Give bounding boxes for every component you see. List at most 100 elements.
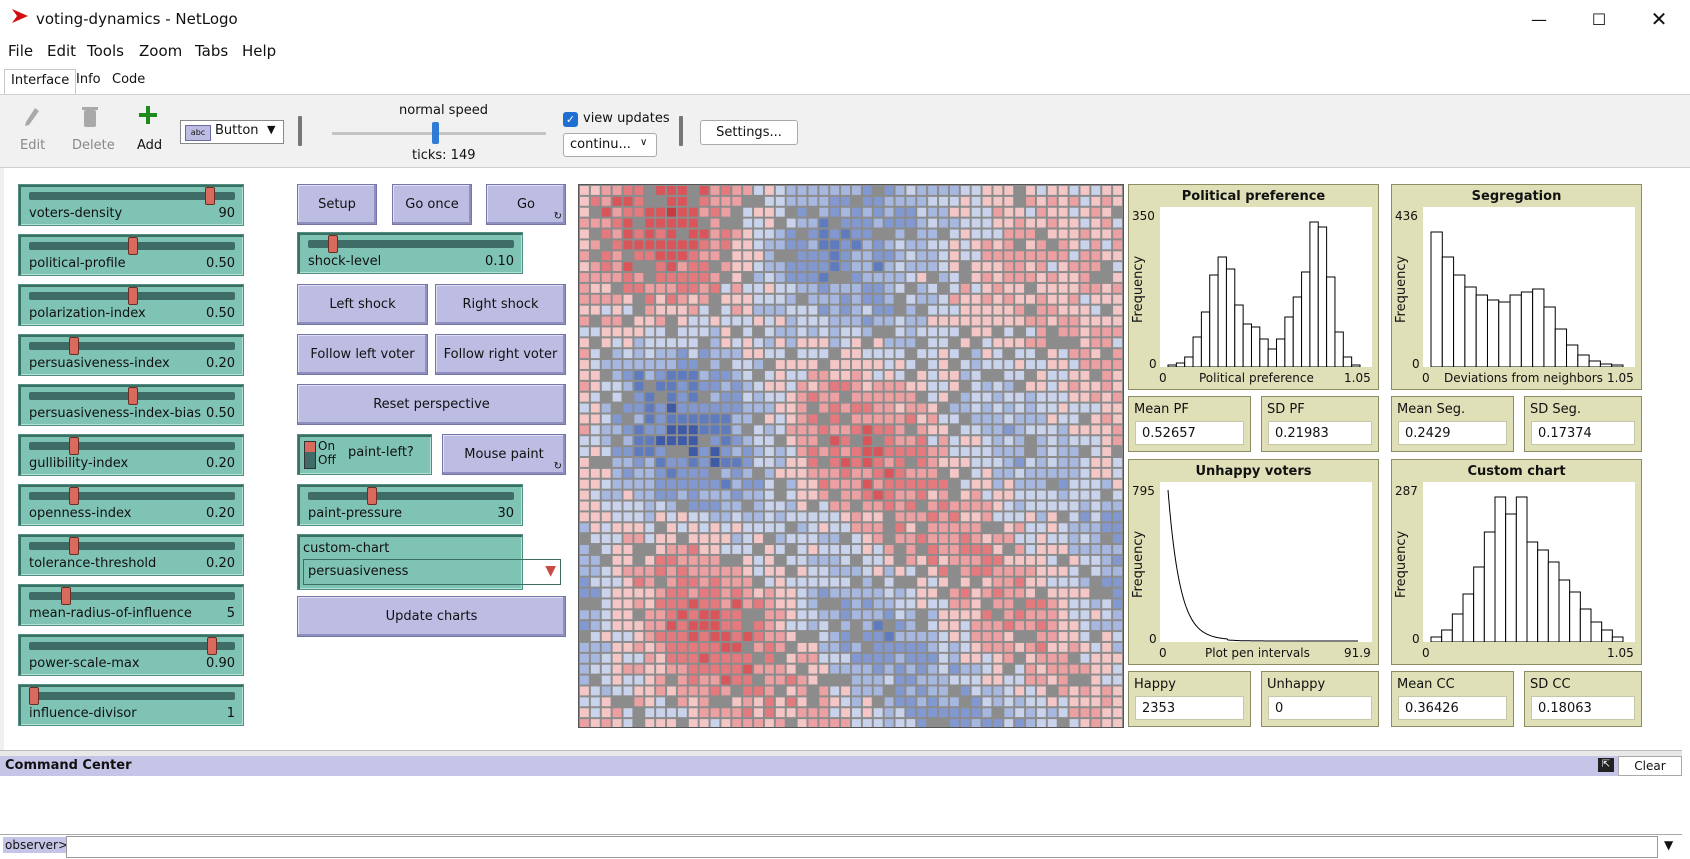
close-button[interactable]: ✕ (1650, 7, 1668, 31)
menu-edit[interactable]: Edit (47, 42, 77, 60)
world-patch (928, 599, 938, 609)
observer-prompt[interactable]: observer> (3, 837, 70, 853)
view-updates-checkbox[interactable]: ✓ (563, 112, 578, 127)
splitter[interactable] (0, 750, 1682, 757)
world-patch (710, 458, 720, 467)
slider-thumb[interactable] (68, 437, 79, 455)
update-mode-select[interactable]: continu... ∨ (563, 133, 657, 157)
world-view[interactable] (578, 184, 1124, 728)
slider-thumb[interactable] (60, 587, 71, 605)
slider-track[interactable] (29, 492, 235, 500)
custom-chart-chooser[interactable]: custom-chart persuasiveness ▼ (297, 534, 561, 590)
delete-button[interactable]: Delete (72, 138, 115, 153)
mean-radius-of-influence-slider[interactable]: mean-radius-of-influence 5 (18, 584, 244, 626)
right-shock-button[interactable]: Right shock (435, 284, 566, 325)
menu-tools[interactable]: Tools (87, 42, 124, 60)
persuasiveness-index-slider[interactable]: persuasiveness-index 0.20 (18, 334, 244, 376)
shock-level-slider[interactable]: shock-level 0.10 (297, 232, 523, 274)
paint-left-switch[interactable]: On Off paint-left? (297, 434, 432, 475)
menu-file[interactable]: File (8, 42, 34, 60)
slider-track[interactable] (29, 442, 235, 450)
expand-icon[interactable]: ⇱ (1598, 758, 1614, 772)
world-patch (797, 555, 807, 565)
tab-interface[interactable]: Interface (4, 69, 77, 94)
paint-pressure-slider[interactable]: paint-pressure 30 (297, 484, 523, 526)
world-patch (960, 697, 970, 707)
world-patch (775, 599, 785, 609)
minimize-button[interactable]: — (1531, 9, 1547, 29)
chevron-down-icon[interactable]: ▼ (1664, 838, 1674, 852)
speed-slider[interactable] (332, 132, 546, 135)
switch-knob[interactable] (305, 442, 315, 452)
tab-info[interactable]: Info (76, 72, 101, 87)
left-shock-button[interactable]: Left shock (297, 284, 428, 325)
gullibility-index-slider[interactable]: gullibility-index 0.20 (18, 434, 244, 476)
world-patch (928, 577, 938, 587)
chooser-select[interactable]: persuasiveness ▼ (303, 559, 561, 585)
world-patch (830, 490, 840, 500)
world-patch (601, 501, 611, 511)
slider-track[interactable] (29, 192, 235, 200)
slider-track[interactable] (308, 492, 514, 500)
world-patch (710, 588, 720, 598)
follow-left-voter-button[interactable]: Follow left voter (297, 334, 428, 375)
slider-track[interactable] (29, 692, 235, 700)
widget-type-select[interactable]: abc Button ▼ (180, 120, 284, 144)
world-patch (743, 675, 753, 685)
settings-button[interactable]: Settings... (700, 120, 798, 145)
world-patch (1058, 599, 1068, 609)
edit-button[interactable]: Edit (20, 138, 46, 153)
slider-thumb[interactable] (29, 687, 39, 705)
slider-track[interactable] (29, 642, 235, 650)
world-patch (949, 403, 959, 413)
slider-track[interactable] (29, 592, 235, 600)
go-button[interactable]: Go ↻ (486, 184, 566, 225)
slider-thumb[interactable] (68, 487, 79, 505)
polarization-index-slider[interactable]: polarization-index 0.50 (18, 284, 244, 326)
world-patch (906, 588, 916, 598)
menu-zoom[interactable]: Zoom (139, 42, 183, 60)
follow-right-voter-button[interactable]: Follow right voter (435, 334, 566, 375)
go-once-button[interactable]: Go once (392, 184, 472, 225)
setup-button[interactable]: Setup (297, 184, 377, 225)
world-patch (786, 349, 796, 359)
command-input[interactable] (66, 836, 1658, 858)
slider-thumb[interactable] (367, 487, 378, 505)
switch-track[interactable] (304, 441, 316, 469)
clear-button[interactable]: Clear (1618, 756, 1682, 776)
add-button[interactable]: Add (137, 138, 163, 153)
world-grid[interactable] (579, 185, 1123, 728)
slider-thumb[interactable] (68, 537, 79, 555)
slider-thumb[interactable] (128, 287, 138, 305)
menu-tabs[interactable]: Tabs (195, 42, 229, 60)
openness-index-slider[interactable]: openness-index 0.20 (18, 484, 244, 526)
slider-thumb[interactable] (327, 235, 338, 253)
slider-thumb[interactable] (207, 637, 218, 655)
segregation-plot: Segregation 436 0 Frequency 0 Deviations… (1391, 184, 1642, 390)
slider-thumb[interactable] (68, 337, 79, 355)
slider-track[interactable] (29, 542, 235, 550)
tab-code[interactable]: Code (112, 72, 146, 87)
slider-thumb[interactable] (128, 387, 138, 405)
tolerance-threshold-slider[interactable]: tolerance-threshold 0.20 (18, 534, 244, 576)
menu-help[interactable]: Help (242, 42, 277, 60)
power-scale-max-slider[interactable]: power-scale-max 0.90 (18, 634, 244, 676)
influence-divisor-slider[interactable]: influence-divisor 1 (18, 684, 244, 726)
world-patch (1058, 370, 1068, 380)
reset-perspective-button[interactable]: Reset perspective (297, 384, 566, 425)
political-profile-slider[interactable]: political-profile 0.50 (18, 234, 244, 276)
voters-density-slider[interactable]: voters-density 90 (18, 184, 244, 226)
world-patch (797, 523, 807, 533)
persuasiveness-index-bias-slider[interactable]: persuasiveness-index-bias 0.50 (18, 384, 244, 426)
maximize-button[interactable]: ☐ (1591, 9, 1607, 29)
slider-thumb[interactable] (128, 237, 138, 255)
slider-track[interactable] (29, 342, 235, 350)
update-charts-button[interactable]: Update charts (297, 596, 566, 637)
world-patch (754, 229, 763, 239)
world-patch (699, 316, 709, 326)
slider-track[interactable] (308, 240, 514, 248)
custom-chart-plot: Custom chart 287 0 Frequency 0 1.05 (1391, 459, 1642, 665)
speed-slider-thumb[interactable] (432, 122, 439, 144)
mouse-paint-button[interactable]: Mouse paint ↻ (442, 434, 566, 475)
slider-thumb[interactable] (205, 187, 216, 205)
